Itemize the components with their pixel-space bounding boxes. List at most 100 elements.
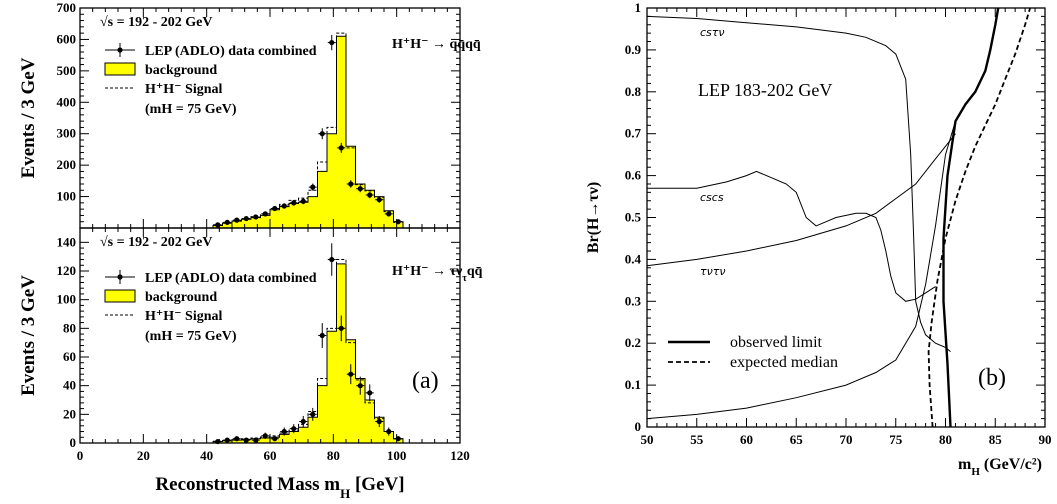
y-tick-label: 0.9 [625,42,642,57]
data-point [224,219,230,225]
legend-data-label: LEP (ADLO) data combined [145,271,317,286]
background-bar [336,36,346,229]
data-point [281,428,287,435]
background-bar [336,263,346,443]
background-bar [279,206,289,228]
plot-frame [79,227,461,444]
x-tick-label: 20 [137,448,150,463]
data-point [376,197,382,203]
theory-curve [646,15,951,352]
background-bar [232,221,242,228]
data-point [272,436,278,442]
background-bar [260,215,270,228]
background-bar [222,223,232,228]
background-bar [251,217,261,228]
background-bar [384,431,394,443]
signal-histogram [213,259,403,442]
y-tick-label: 40 [63,378,76,393]
y-tick-label: 0.6 [625,168,642,183]
energy-label: √s = 192 - 202 GeV [100,235,213,250]
data-point [338,325,344,331]
expected-median-line [927,7,1031,428]
background-bar [327,331,337,443]
x-axis-label: Reconstructed Mass mH [GeV] [155,474,404,501]
y-tick-label: 0 [635,419,642,434]
y-tick-label: 600 [57,31,77,46]
y-tick-label: 60 [63,349,76,364]
legend-background-label: background [145,290,217,305]
background-bar [232,440,242,443]
theory-curve [647,170,936,302]
signal-histogram [213,32,403,226]
background-bar [355,378,365,443]
y-tick-label: 80 [63,320,76,335]
data-point [386,211,392,217]
background-bar [317,385,327,443]
background-bar [289,203,299,228]
background-bar [298,427,308,443]
y-tick-label: 0.4 [625,251,642,266]
x-tick-label: 75 [889,432,903,447]
x-tick-label: 70 [840,432,853,447]
legend-data-marker [117,274,123,280]
background-bar [308,417,318,443]
y-tick-label: 300 [57,126,77,141]
curve-label: cscs [700,191,724,204]
data-point [319,131,325,137]
background-bar [384,210,394,228]
data-point [329,39,335,46]
x-tick-label: 65 [790,432,804,447]
data-point [300,198,306,204]
energy-label: √s = 192 - 202 GeV [100,15,213,30]
data-point [291,200,297,206]
x-tick-label: 85 [989,432,1003,447]
y-tick-label: 0.8 [625,84,642,99]
data-point [357,186,363,192]
legend-background-label: background [145,63,217,78]
background-bar [260,437,270,443]
y-tick-label: 120 [57,263,77,278]
background-bar [279,434,289,443]
legend-signal-label: H⁺H⁻ Signal [145,82,223,97]
data-point [281,203,287,209]
legend-data-marker [117,47,123,53]
channel-label: H⁺H⁻ → qq̄qq̄ [392,37,481,52]
y-tick-label: 1 [635,0,642,15]
x-tick-label: 60 [264,448,277,463]
background-bar [298,202,308,228]
data-point [310,411,316,417]
data-point [262,211,268,217]
observed-limit-line [942,7,1000,428]
y-tick-label: 200 [57,157,77,172]
data-point [338,145,344,151]
background-bar [374,196,384,228]
legend-background-swatch [104,62,136,76]
y-tick-label: 20 [63,406,76,421]
panel-tag: (b) [978,365,1006,391]
y-axis-label: Br(H→τν) [585,182,602,253]
background-bar [308,196,318,228]
x-tick-label: 100 [387,448,407,463]
y-tick-label: 0.7 [625,126,642,141]
legend-background-swatch [104,289,136,303]
data-point [319,332,325,339]
data-point [386,428,392,435]
x-tick-label: 55 [690,432,704,447]
background-bar [355,184,365,228]
x-tick-label: 50 [641,432,654,447]
background-bar [365,190,375,228]
top-histogram-panel: 100 200 300 400 500 600 700 Events / 3 GeV √s = … [18,0,481,229]
data-point [367,192,373,198]
legend-data-label: LEP (ADLO) data combined [145,44,317,59]
data-point [300,418,306,425]
background-bar [374,417,384,443]
panel-tag: (a) [412,368,439,394]
data-point [272,205,278,212]
branching-ratio-limit-panel: 50 55 60 65 70 75 80 85 90 0 0.1 0.2 0.3 0.4 0.5 0.6 0.7… [585,0,1052,478]
data-point [376,418,382,425]
legend-signal-mass: (mH = 75 GeV) [145,102,237,117]
x-tick-label: 80 [939,432,952,447]
legend-expected-label: expected median [730,354,838,371]
y-axis-label: Events / 3 GeV [18,57,39,178]
